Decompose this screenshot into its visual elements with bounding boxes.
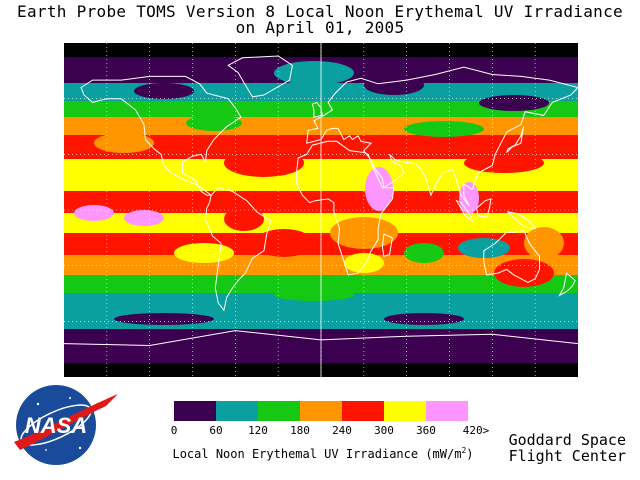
uv-patch — [224, 207, 264, 231]
coastline-madagascar — [381, 233, 393, 258]
coastline-new-guinea — [506, 211, 537, 230]
uv-patch — [464, 153, 544, 173]
credit-line-1: Goddard Space — [508, 431, 626, 449]
coastline-greenland — [227, 55, 293, 98]
scale-swatch — [258, 401, 300, 421]
coastline-south-america — [204, 187, 272, 312]
scale-swatch — [174, 401, 216, 421]
map-title-line-1: Earth Probe TOMS Version 8 Local Noon Er… — [17, 2, 623, 21]
uv-patch — [94, 133, 154, 153]
uv-patch — [74, 205, 114, 221]
coastline-north-america — [80, 75, 242, 196]
scale-swatch — [426, 401, 468, 421]
scale-tick-label: 180 — [290, 424, 310, 437]
uv-patch — [224, 149, 304, 177]
caption-superscript: 2 — [461, 446, 467, 455]
coastline-japan — [506, 126, 525, 153]
nasa-logo-icon: NASA — [14, 385, 118, 465]
scale-swatch — [342, 401, 384, 421]
uv-patch — [186, 115, 242, 131]
coastline-british-isles — [311, 101, 323, 118]
credit-line-2: Flight Center — [508, 447, 626, 465]
coastline-sumatra — [455, 199, 474, 223]
coastline-borneo — [476, 198, 492, 218]
scale-tick-label: 0 — [170, 424, 178, 437]
coastline-antarctica-edge — [64, 330, 578, 347]
uv-patch — [134, 83, 194, 99]
scale-tick-label: 300 — [374, 424, 394, 437]
uv-patch — [494, 259, 554, 287]
scale-swatch — [384, 401, 426, 421]
scale-swatch — [216, 401, 258, 421]
uv-patch — [404, 121, 484, 137]
scale-tick-label: 120 — [248, 424, 268, 437]
caption-text: Local Noon Erythemal UV Irradiance (mW/m — [172, 447, 462, 461]
goddard-credit: Goddard Space Flight Center — [494, 432, 626, 464]
color-scale-bar — [174, 401, 468, 421]
coastline-australia — [483, 229, 540, 283]
coastline-eurasia — [306, 66, 578, 207]
uv-patch — [384, 313, 464, 325]
uv-patch — [274, 289, 354, 301]
caption-end: ) — [466, 447, 474, 461]
uv-patch — [404, 243, 444, 263]
graticule — [64, 43, 578, 377]
coastline-africa — [296, 140, 395, 276]
uv-patch — [330, 217, 398, 249]
nasa-logo-text: NASA — [25, 413, 87, 438]
uv-patch — [365, 167, 393, 211]
scale-tick-label: 240 — [332, 424, 352, 437]
uv-patch — [524, 227, 564, 259]
uv-patch — [479, 95, 549, 111]
map-title-line-2: on April 01, 2005 — [235, 18, 405, 37]
uv-patch — [114, 313, 214, 325]
uv-patch — [274, 61, 354, 85]
color-scale-caption: Local Noon Erythemal UV Irradiance (mW/m… — [158, 444, 488, 461]
uv-patch — [154, 163, 214, 183]
uv-patch — [174, 243, 234, 263]
scale-tick-label: 420> — [462, 424, 490, 437]
scale-swatch — [300, 401, 342, 421]
coastline-new-zealand — [558, 272, 576, 297]
uv-patch — [254, 229, 314, 257]
uv-patch — [124, 210, 164, 226]
coastlines — [64, 55, 578, 347]
uv-patch — [458, 238, 510, 258]
scale-tick-label: 360 — [416, 424, 436, 437]
uv-irradiance-map — [64, 43, 578, 377]
scale-tick-label: 60 — [209, 424, 223, 437]
